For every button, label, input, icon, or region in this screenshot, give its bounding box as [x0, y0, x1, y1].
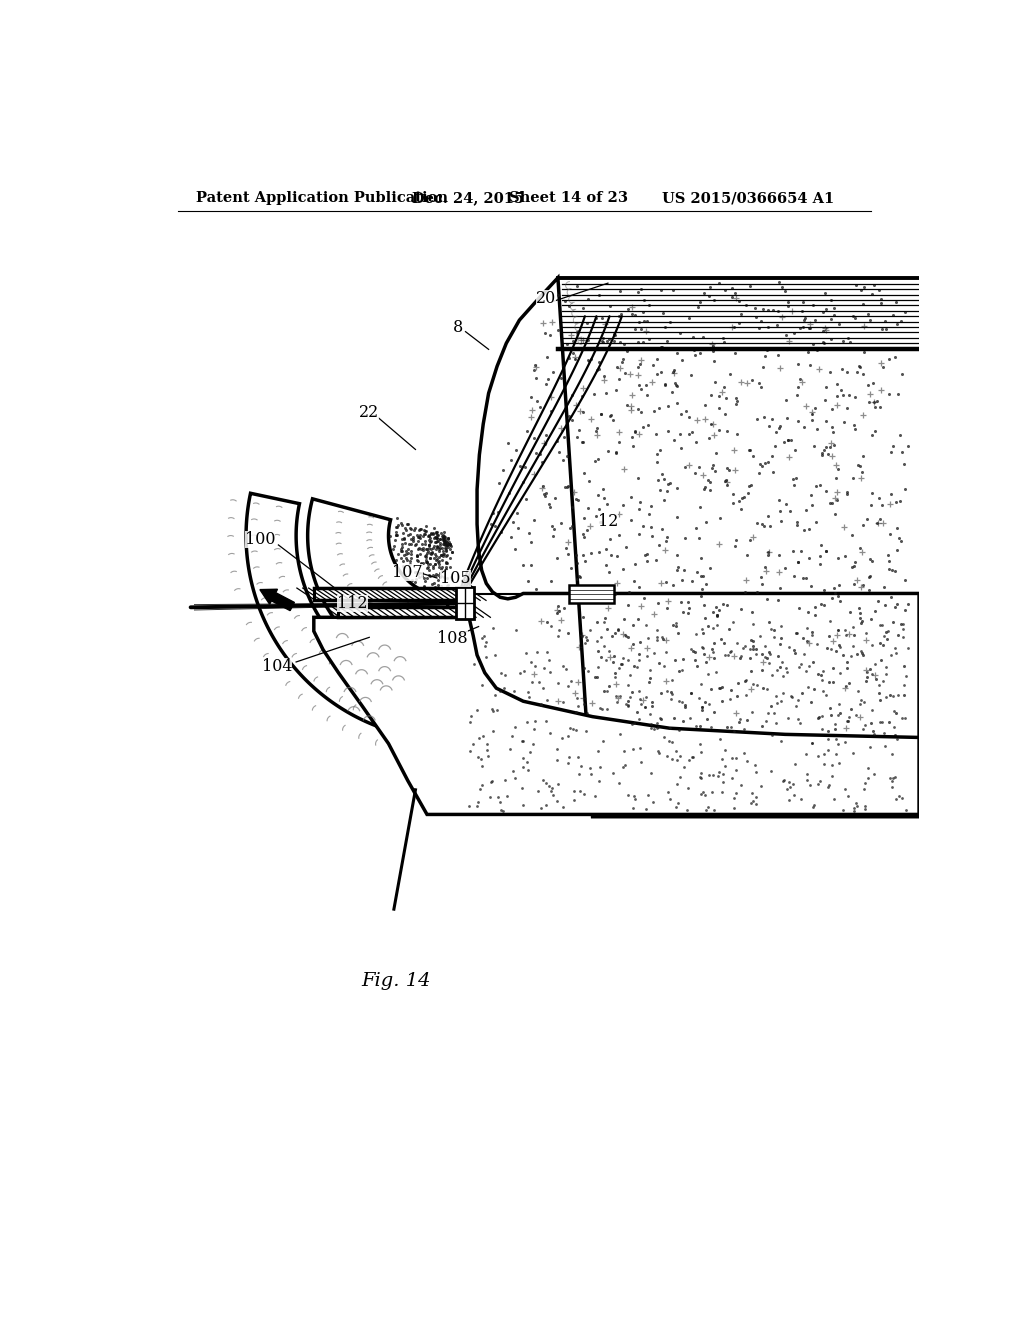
Text: 112: 112	[337, 595, 368, 612]
Polygon shape	[477, 277, 920, 817]
Bar	[456, 586, 474, 619]
Text: Fig. 14: Fig. 14	[361, 972, 431, 990]
Polygon shape	[246, 494, 436, 739]
Text: Dec. 24, 2015: Dec. 24, 2015	[412, 191, 524, 206]
Text: 104: 104	[261, 659, 292, 675]
Text: US 2015/0366654 A1: US 2015/0366654 A1	[662, 191, 835, 206]
Text: Patent Application Publication: Patent Application Publication	[196, 191, 449, 206]
Text: 105: 105	[440, 569, 471, 586]
Bar	[339, 607, 469, 618]
Text: 100: 100	[245, 531, 275, 548]
Polygon shape	[313, 618, 920, 814]
Text: Sheet 14 of 23: Sheet 14 of 23	[509, 191, 629, 206]
Text: 108: 108	[437, 630, 468, 647]
Text: 22: 22	[359, 404, 379, 421]
Polygon shape	[307, 499, 447, 678]
Bar	[569, 585, 614, 603]
FancyArrow shape	[260, 589, 295, 611]
Text: 8: 8	[453, 319, 463, 337]
Text: 12: 12	[598, 513, 618, 531]
Bar	[313, 589, 463, 601]
Text: 107: 107	[392, 564, 423, 581]
Text: 20: 20	[537, 290, 556, 308]
